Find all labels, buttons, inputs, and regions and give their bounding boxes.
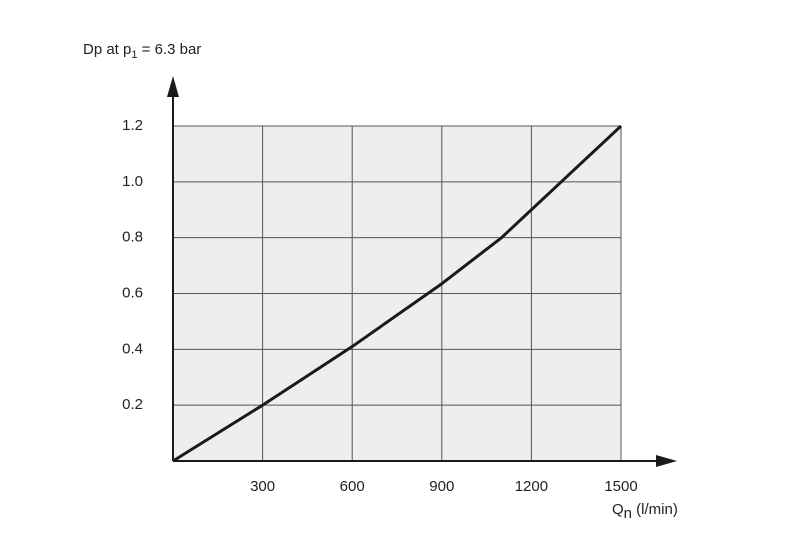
x-tick-label: 900 [429, 478, 454, 495]
x-tick-label: 300 [250, 478, 275, 495]
y-tick-label: 0.8 [122, 229, 143, 246]
x-axis-title: Qn (l/min) [612, 501, 678, 522]
y-tick-label: 0.2 [122, 396, 143, 413]
x-tick-label: 1200 [515, 478, 548, 495]
y-label-text: Dp at p [83, 41, 131, 58]
grid [173, 125, 622, 461]
y-tick-label: 1.2 [122, 117, 143, 134]
x-axis-arrow [656, 455, 677, 467]
x-label-text: Q [612, 501, 624, 518]
y-tick-label: 0.4 [122, 340, 143, 357]
y-axis-title: Dp at p1 = 6.3 bar [83, 41, 201, 61]
x-tick-label: 600 [340, 478, 365, 495]
x-label-suffix: (l/min) [632, 501, 678, 518]
x-tick-label: 1500 [604, 478, 637, 495]
y-axis-arrow [167, 76, 179, 97]
y-tick-label: 0.6 [122, 284, 143, 301]
y-label-suffix: = 6.3 bar [138, 41, 202, 58]
y-label-sub: 1 [131, 49, 137, 61]
x-label-sub: n [624, 505, 632, 522]
y-tick-label: 1.0 [122, 173, 143, 190]
data-line [172, 124, 623, 463]
